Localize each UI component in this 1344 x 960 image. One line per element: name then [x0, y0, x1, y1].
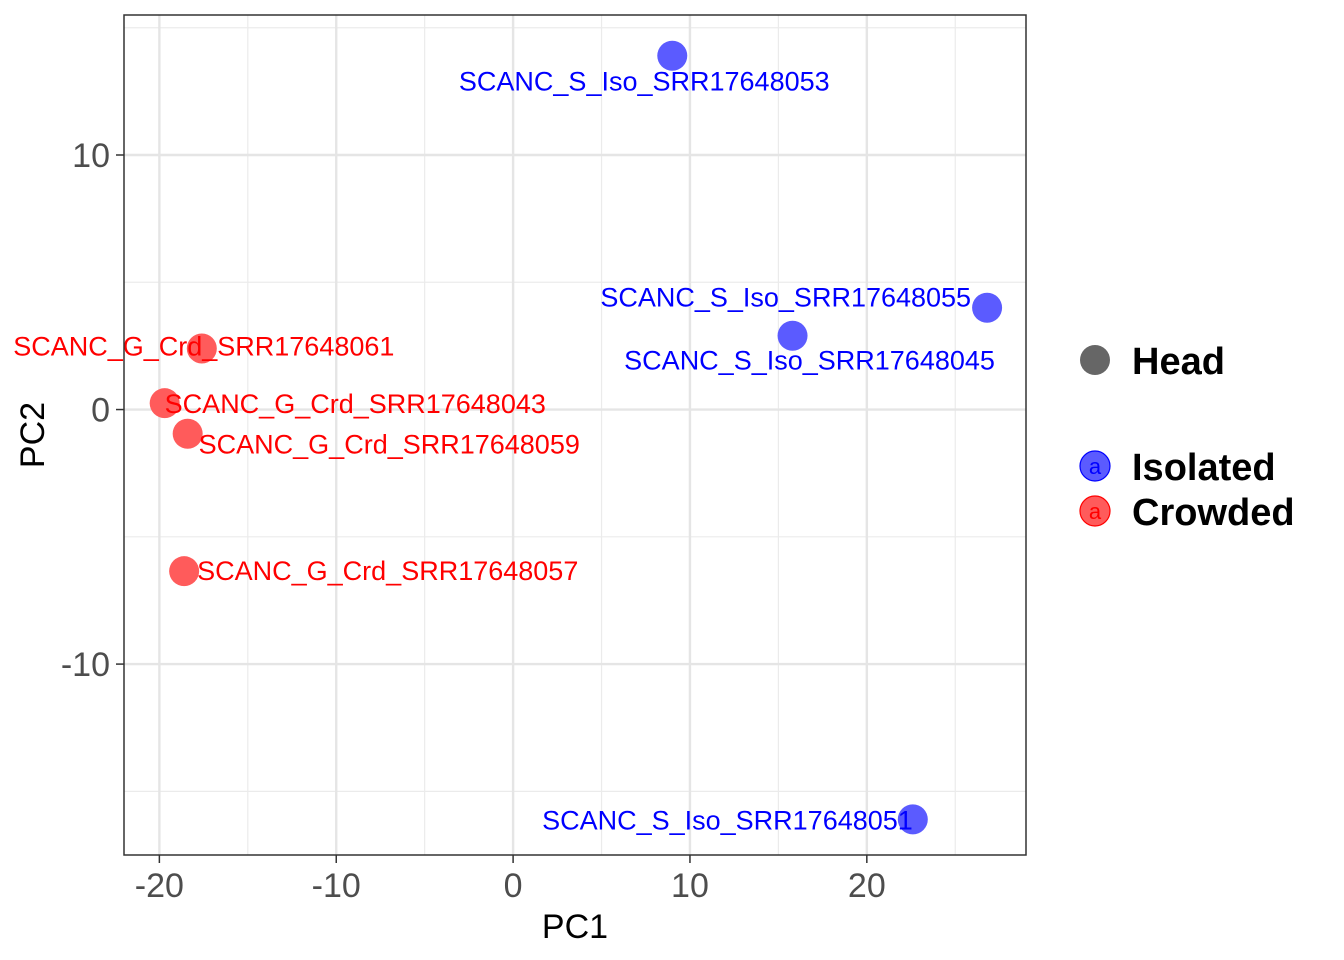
y-tick-label: -10: [61, 646, 110, 684]
y-tick-label: 10: [72, 137, 110, 175]
x-tick-label: 0: [504, 867, 523, 905]
data-points: [149, 40, 1003, 835]
data-point-label: SCANC_S_Iso_SRR17648053: [459, 67, 830, 97]
data-point-isolated: [972, 292, 1003, 323]
data-point-label: SCANC_G_Crd_SRR17648059: [199, 430, 580, 460]
legend-crowded-label: Crowded: [1132, 492, 1295, 534]
data-point-label: SCANC_S_Iso_SRR17648051: [542, 805, 913, 835]
legend-isolated-dot: [1079, 450, 1111, 482]
legend-crowded-glyph: a: [1089, 499, 1102, 524]
legend-shape-title: Head: [1132, 341, 1225, 383]
panel-border: [123, 14, 1027, 856]
data-point-isolated: [657, 40, 688, 71]
legend-item-crowded: a Crowded: [1079, 492, 1295, 534]
legend-shape: Head: [1080, 341, 1225, 383]
data-point-crowded: [169, 556, 200, 587]
legend-shape-dot: [1080, 345, 1110, 375]
legend-isolated-label: Isolated: [1132, 447, 1276, 489]
data-point-label: SCANC_S_Iso_SRR17648045: [624, 346, 995, 376]
data-point-label: SCANC_G_Crd_SRR17648043: [165, 389, 546, 419]
x-tick-label: -10: [312, 867, 361, 905]
x-axis: -20 -10 0 10 20: [135, 855, 886, 905]
x-tick-label: 20: [848, 867, 886, 905]
data-point-crowded: [172, 418, 203, 449]
y-axis: -10 0 10: [61, 137, 124, 684]
x-tick-label: 10: [671, 867, 709, 905]
data-point-isolated: [777, 320, 808, 351]
data-point-label: SCANC_G_Crd_SRR17648057: [197, 556, 578, 586]
data-point-isolated: [897, 804, 928, 835]
x-axis-title: PC1: [542, 908, 608, 946]
data-point-crowded: [149, 388, 180, 419]
data-point-label: SCANC_G_Crd_SRR17648061: [13, 331, 394, 361]
legend-isolated-glyph: a: [1089, 454, 1102, 479]
y-tick-label: 0: [91, 392, 110, 430]
grid-major: [124, 15, 1026, 855]
legend: Head a Isolated a Crowded: [1079, 341, 1295, 534]
x-tick-label: -20: [135, 867, 184, 905]
data-point-label: SCANC_S_Iso_SRR17648055: [600, 283, 971, 313]
y-axis-title: PC2: [14, 402, 52, 468]
point-labels: SCANC_S_Iso_SRR17648053 SCANC_S_Iso_SRR17…: [13, 67, 995, 836]
legend-item-isolated: a Isolated: [1079, 447, 1276, 489]
data-point-crowded: [186, 333, 217, 364]
legend-crowded-dot: [1079, 495, 1111, 527]
